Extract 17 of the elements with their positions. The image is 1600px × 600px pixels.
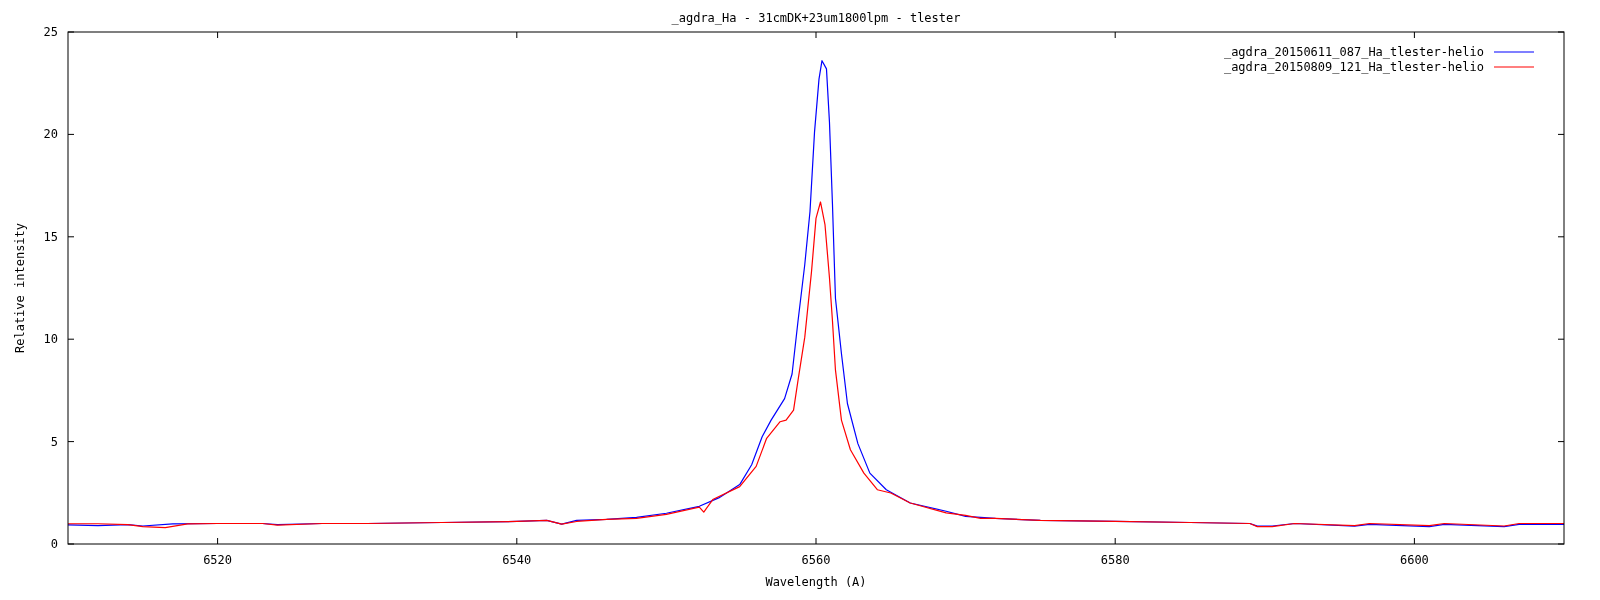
y-tick-label: 10	[43, 332, 58, 347]
x-tick-label: 6600	[1399, 553, 1429, 567]
line-series	[67, 201, 1565, 529]
chart-title: _agdra_Ha - 31cmDK+23um1800lpm - tlester	[671, 11, 961, 25]
y-tick-label: 5	[50, 434, 58, 449]
x-tick-label: 6580	[1100, 553, 1130, 567]
y-tick-label: 20	[43, 127, 58, 142]
y-axis-title: Relative intensity	[13, 222, 27, 354]
legend-label: _agdra_20150809_121_Ha_tlester-helio	[1223, 60, 1484, 74]
x-tick-label: 6560	[801, 553, 831, 567]
legend-label: _agdra_20150611_087_Ha_tlester-helio	[1223, 45, 1484, 59]
x-tick-label: 6520	[203, 553, 233, 567]
y-tick-label: 25	[43, 25, 58, 39]
y-tick-label: 0	[50, 537, 58, 551]
y-tick-label: 15	[43, 229, 58, 244]
x-tick-label: 6540	[502, 553, 532, 567]
x-axis-title: Wavelength (A)	[765, 575, 867, 589]
